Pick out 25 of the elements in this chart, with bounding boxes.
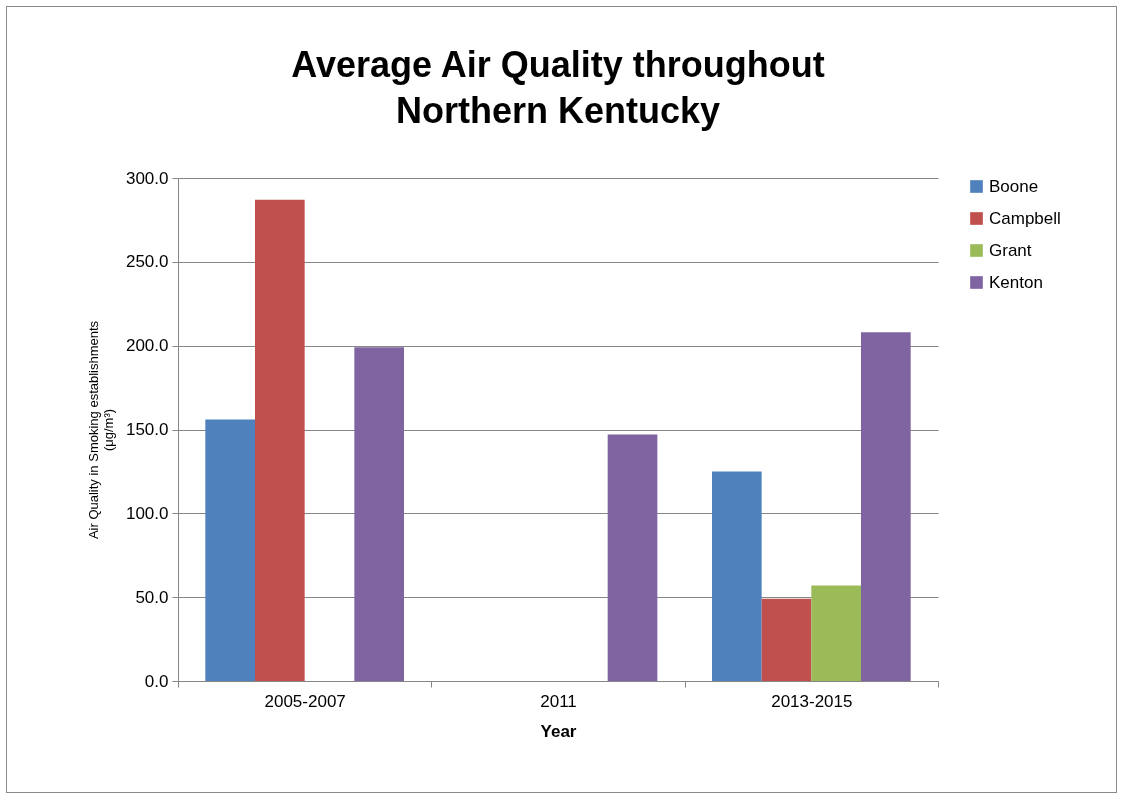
y-tick-label: 50.0 (135, 587, 169, 607)
bar (711, 471, 762, 681)
bar (861, 332, 911, 681)
legend-label: Boone (989, 176, 1039, 196)
legend-label: Campbell (989, 208, 1061, 228)
x-tick-label: 2005-2007 (264, 691, 346, 711)
y-tick-label: 150.0 (125, 420, 169, 439)
bar (254, 199, 305, 681)
y-tick-label: 200.0 (125, 336, 169, 356)
y-tick-label: 250.0 (125, 252, 169, 272)
y-tick-label: 100.0 (125, 503, 169, 523)
x-tick-label: 2011 (540, 691, 577, 711)
x-axis-title: Year (540, 721, 577, 741)
y-axis-title: Air Quality in Smoking establishments (μg/m³) (85, 320, 116, 540)
y-tick-label: 300.0 (125, 168, 169, 188)
chart-title: Average Air Quality throughout Northern Kentucky (291, 44, 825, 131)
bar (811, 585, 862, 681)
bar (607, 434, 658, 681)
bar (354, 347, 405, 681)
bar (761, 598, 812, 681)
x-tick-label: 2013-2015 (771, 691, 853, 711)
legend-label: Kenton (989, 272, 1043, 292)
bar (205, 419, 255, 681)
y-tick-label: 0.0 (144, 671, 169, 691)
legend-label: Grant (989, 240, 1032, 260)
